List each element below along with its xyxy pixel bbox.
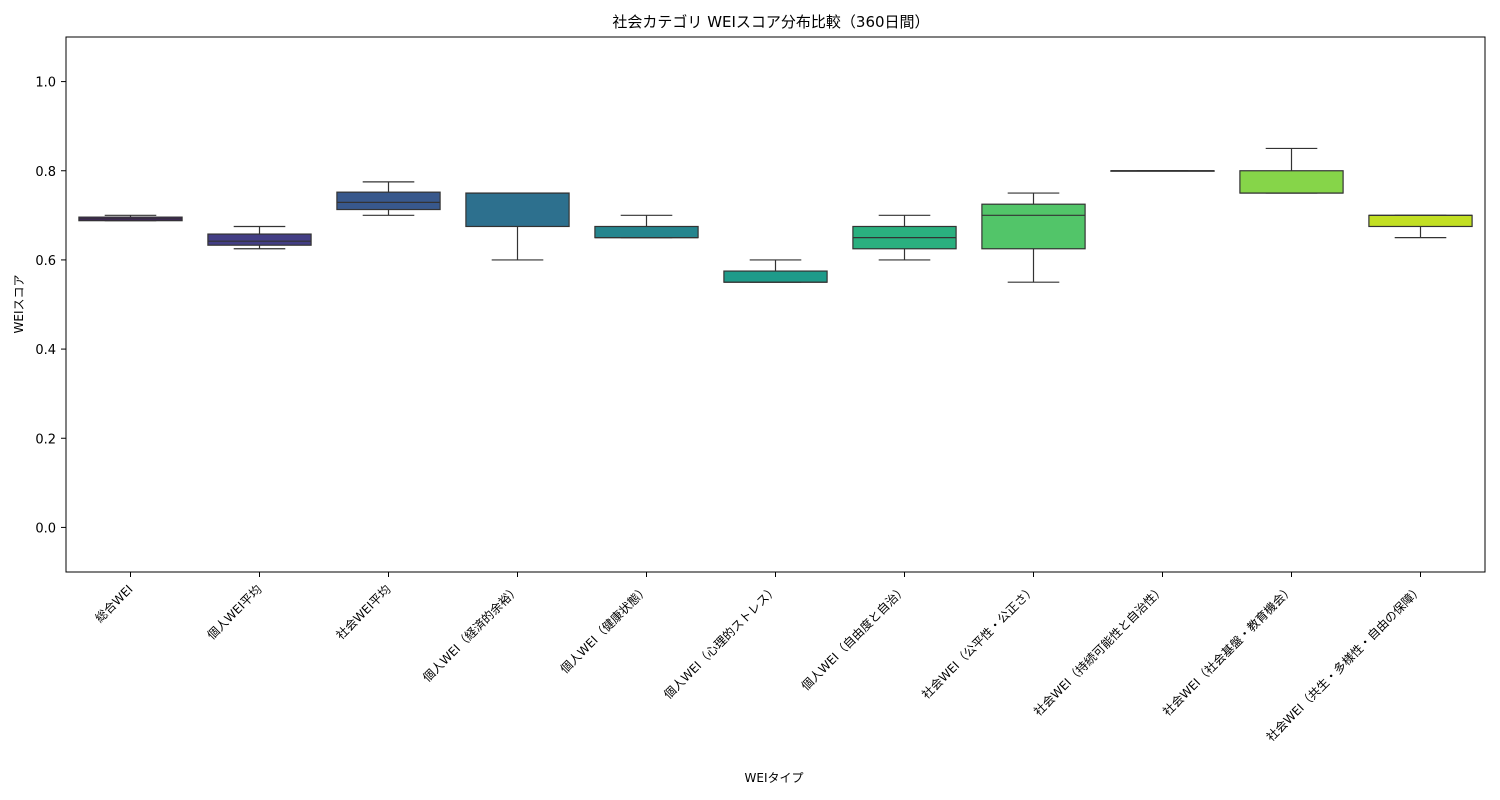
x-tick-label: 個人WEI平均 — [205, 582, 265, 642]
x-axis: 総合WEI 個人WEI平均 社会WEI平均 個人WEI（経済的余裕） 個人WEI（健康状… — [92, 572, 1426, 744]
x-tick-label: 個人WEI（心理的ストレス） — [660, 582, 780, 702]
x-tick-label: 総合WEI — [92, 582, 136, 626]
x-tick-label: 個人WEI（経済的余裕） — [419, 582, 522, 685]
box-plot-item — [1368, 214, 1473, 239]
box-iqr — [1239, 170, 1344, 194]
x-tick-label: 社会WEI平均 — [333, 582, 394, 643]
box-plot-item — [852, 214, 957, 261]
box-plot-item — [336, 181, 441, 216]
y-axis-label: WEIスコア — [12, 275, 26, 334]
plot-area — [65, 36, 1486, 573]
box-iqr — [981, 203, 1086, 250]
y-axis: 0.0 0.2 0.4 0.6 0.8 1.0 — [35, 76, 66, 536]
box-plot-item — [1110, 170, 1215, 172]
x-tick-label: 個人WEI（健康状態） — [557, 582, 652, 677]
box-plot-item — [594, 214, 699, 239]
box-plot-item — [981, 192, 1086, 283]
box-iqr — [465, 192, 570, 228]
y-tick-label: 0.0 — [35, 521, 56, 536]
box-plot-item — [78, 214, 183, 222]
x-tick-label: 社会WEI（共生・多様性・自由の保障） — [1263, 582, 1426, 745]
x-tick-label: 個人WEI（自由度と自治） — [798, 582, 910, 694]
x-tick-label: 社会WEI（持続可能性と自治性） — [1030, 582, 1167, 719]
box-iqr — [336, 191, 441, 211]
box-plot-item — [207, 225, 312, 250]
box-iqr — [207, 233, 312, 246]
box-plot-item — [723, 259, 828, 283]
box-plot-item — [465, 192, 570, 261]
y-tick-label: 0.4 — [35, 343, 56, 358]
x-tick-label: 社会WEI（公平性・公正さ） — [918, 582, 1038, 702]
box-iqr — [1368, 214, 1473, 228]
y-tick-label: 0.2 — [35, 432, 56, 447]
x-axis-label: WEIタイプ — [745, 771, 804, 785]
x-tick-label: 社会WEI（社会基盤・教育機会） — [1159, 582, 1296, 719]
chart-title: 社会カテゴリ WEIスコア分布比較（360日間） — [612, 13, 929, 31]
y-tick-label: 1.0 — [35, 76, 56, 91]
y-tick-label: 0.6 — [35, 254, 56, 269]
box-plot-item — [1239, 147, 1344, 194]
box-iqr — [594, 225, 699, 239]
box-iqr — [723, 270, 828, 283]
y-tick-label: 0.8 — [35, 165, 56, 180]
box-series — [78, 147, 1473, 283]
